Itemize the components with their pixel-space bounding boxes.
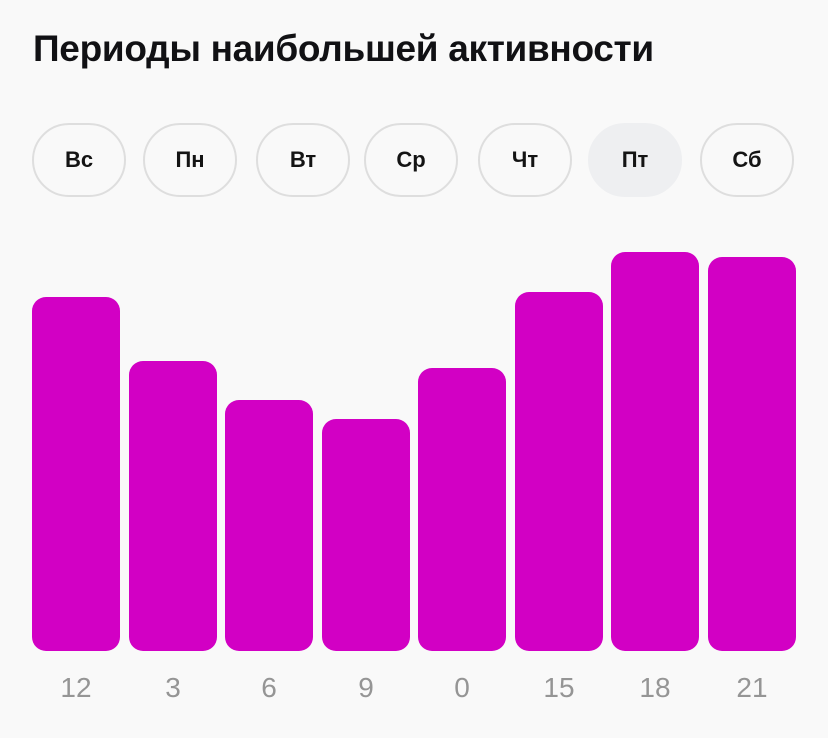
day-tab-sun[interactable]: Вс (32, 123, 126, 197)
x-tick-label: 0 (454, 672, 470, 703)
day-selector: Вс Пн Вт Ср Чт Пт Сб (32, 123, 797, 199)
day-tab-sat[interactable]: Сб (700, 123, 794, 197)
bar (611, 252, 699, 651)
x-tick-label: 21 (736, 672, 768, 703)
x-tick-label: 12 (60, 672, 92, 703)
x-tick-label: 18 (639, 672, 671, 703)
bar (32, 297, 120, 651)
x-tick-label: 6 (261, 672, 277, 703)
bar (129, 361, 217, 651)
bar (515, 292, 603, 651)
x-tick-label: 3 (165, 672, 181, 703)
bar (322, 419, 410, 651)
day-tab-mon[interactable]: Пн (143, 123, 237, 197)
bar (708, 257, 796, 651)
day-tab-wed[interactable]: Ср (364, 123, 458, 197)
page-title: Периоды наибольшей активности (33, 28, 654, 69)
day-tab-fri[interactable]: Пт (588, 123, 682, 197)
bar (225, 400, 313, 651)
day-tab-tue[interactable]: Вт (256, 123, 350, 197)
x-tick-label: 15 (543, 672, 575, 703)
x-tick-label: 9 (358, 672, 374, 703)
day-tab-thu[interactable]: Чт (478, 123, 572, 197)
bar (418, 368, 506, 651)
